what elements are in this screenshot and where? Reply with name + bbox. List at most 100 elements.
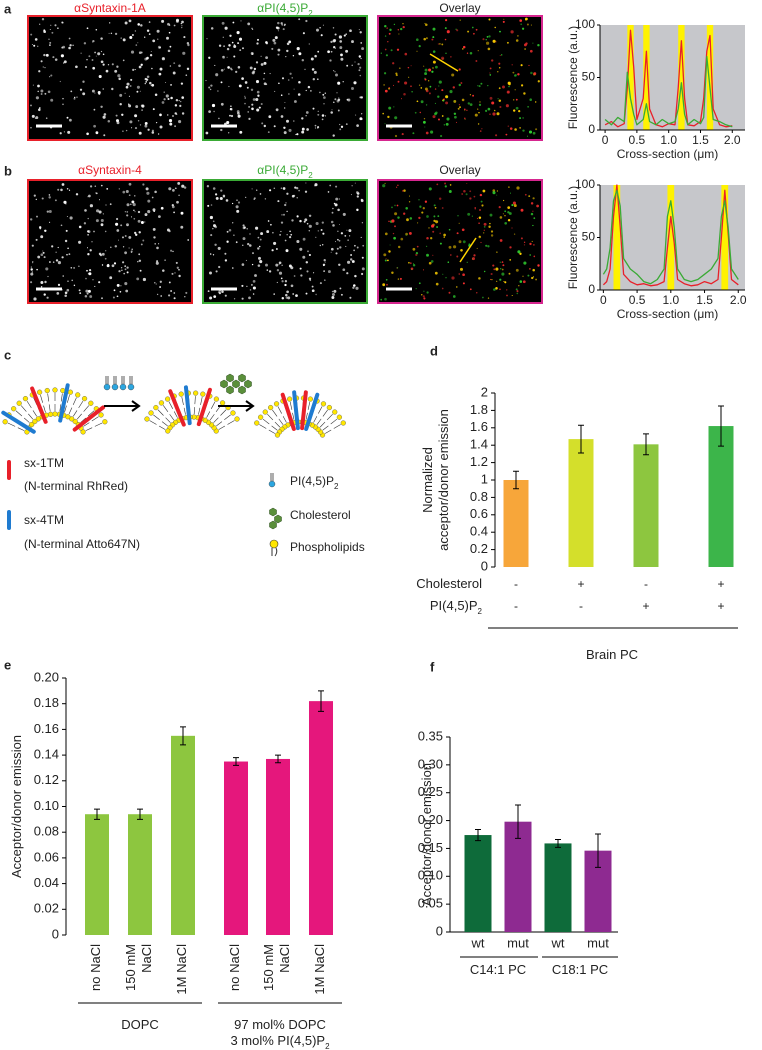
image-spot	[331, 211, 334, 214]
image-spot	[84, 209, 87, 212]
lipid-head	[326, 404, 332, 411]
image-spot	[281, 24, 283, 26]
image-spot	[61, 183, 65, 186]
image-spot	[401, 190, 404, 192]
lipid-tail	[278, 418, 284, 425]
group-label-line: Brain PC	[586, 647, 638, 662]
image-spot	[45, 267, 49, 271]
image-spot	[523, 241, 526, 243]
image-spot	[384, 35, 387, 37]
image-spot	[404, 81, 408, 85]
image-spot	[400, 237, 404, 241]
image-spot	[469, 94, 472, 96]
image-spot	[533, 255, 536, 258]
image-spot	[223, 68, 225, 70]
image-spot	[126, 211, 129, 213]
y-axis-title: Normalizedacceptor/donor emission	[421, 409, 452, 551]
image-spot	[415, 288, 417, 290]
image-spot	[173, 211, 176, 214]
image-spot	[345, 49, 349, 53]
image-spot	[171, 203, 174, 207]
lipid-head	[88, 400, 94, 406]
lipid-tail	[20, 405, 27, 412]
image-spot	[514, 128, 517, 131]
image-spot	[397, 29, 399, 31]
lipid-head	[75, 392, 81, 398]
image-title-line: αSyntaxin-1A	[74, 1, 146, 15]
image-spot	[130, 250, 133, 253]
image-spot	[347, 260, 351, 264]
condition-label-text: PI(4,5)P	[430, 598, 478, 613]
image-spot	[334, 71, 336, 73]
image-spot	[397, 245, 401, 249]
cholesterol-icon	[232, 379, 240, 389]
image-spot	[351, 64, 353, 67]
group-label-text: Brain PC	[586, 647, 638, 662]
image-spot	[286, 119, 289, 123]
image-spot	[263, 61, 267, 65]
image-spot	[422, 295, 425, 298]
image-spot	[245, 196, 247, 198]
image-spot	[501, 268, 504, 271]
image-spot	[306, 222, 309, 225]
image-spot	[288, 40, 292, 44]
image-spot	[30, 33, 33, 36]
image-spot	[169, 45, 172, 48]
image-spot	[402, 25, 405, 29]
image-spot	[218, 291, 222, 295]
image-spot	[282, 213, 286, 216]
image-spot	[281, 280, 284, 283]
image-spot	[251, 107, 254, 111]
protein	[280, 392, 296, 431]
image-spot	[527, 274, 530, 277]
image-spot	[518, 285, 520, 287]
image-spot	[30, 281, 33, 284]
image-spot	[333, 46, 336, 49]
image-spot	[160, 295, 163, 297]
image-spot	[332, 134, 335, 137]
protein	[292, 390, 300, 431]
image-spot	[435, 220, 439, 224]
image-spot	[525, 17, 528, 21]
image-spot	[308, 224, 312, 228]
x-tick-label: 0.5	[629, 293, 646, 307]
image-spot	[249, 233, 251, 235]
image-spot	[489, 113, 491, 115]
image-spot	[290, 233, 293, 236]
image-spot	[257, 247, 260, 250]
lipid-head	[52, 411, 58, 417]
image-spot	[257, 264, 261, 267]
image-spot	[355, 191, 359, 194]
image-spot	[327, 50, 330, 54]
image-spot	[425, 253, 430, 257]
image-spot	[437, 215, 440, 218]
image-spot	[82, 92, 86, 96]
image-spot	[508, 272, 511, 275]
cholesterol-icon	[269, 507, 277, 517]
image-spot	[319, 244, 321, 247]
cholesterol-icon	[226, 385, 234, 395]
image-spot	[159, 286, 162, 288]
image-spot	[522, 117, 524, 119]
lipid-tail	[153, 414, 160, 420]
image-spot	[246, 285, 248, 288]
image-spot	[526, 135, 529, 137]
image-spot	[265, 263, 268, 267]
image-spot	[144, 77, 147, 81]
image-spot	[297, 93, 301, 96]
lipid-tail	[162, 405, 169, 413]
image-spot	[173, 62, 176, 65]
image-spot	[95, 192, 98, 195]
image-spot	[316, 28, 319, 32]
image-spot	[394, 204, 396, 207]
cholesterol-icon	[238, 373, 246, 383]
image-spot	[129, 35, 133, 40]
image-spot	[180, 225, 184, 229]
lipid-tail	[216, 421, 223, 427]
image-spot	[308, 214, 312, 218]
group-label-text: 97 mol% DOPC	[234, 1018, 326, 1033]
image-spot	[84, 295, 88, 298]
image-spot	[120, 285, 122, 287]
image-spot	[273, 125, 276, 128]
image-spot	[222, 194, 226, 198]
